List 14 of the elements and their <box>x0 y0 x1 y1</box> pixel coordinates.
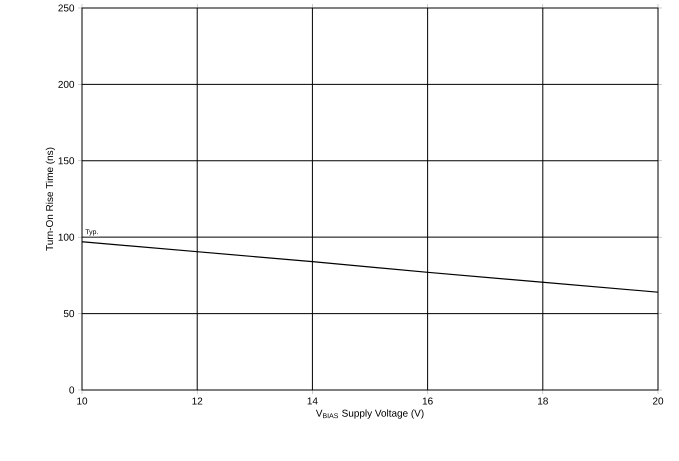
x-tick-label: 18 <box>538 398 548 405</box>
x-tick-label: 12 <box>192 398 202 404</box>
y-tick-label: 200 <box>58 80 74 88</box>
x-tick-label: 10 <box>77 398 88 405</box>
x-tick-label: 20 <box>652 398 664 405</box>
y-axis-title: Turn-On Rise Time (ns) <box>46 148 56 251</box>
y-tick-label: 150 <box>58 157 74 164</box>
y-tick-label: 100 <box>58 234 74 241</box>
y-tick-label: 50 <box>64 310 74 318</box>
x-axis-title: V$_{BIAS}$ Supply Voltage (V) <box>316 409 424 419</box>
y-tick-label: 250 <box>58 4 74 12</box>
y-tick-label: 0 <box>69 386 74 394</box>
x-tick-label: 14 <box>308 398 318 404</box>
x-tick-label: 16 <box>422 398 433 405</box>
